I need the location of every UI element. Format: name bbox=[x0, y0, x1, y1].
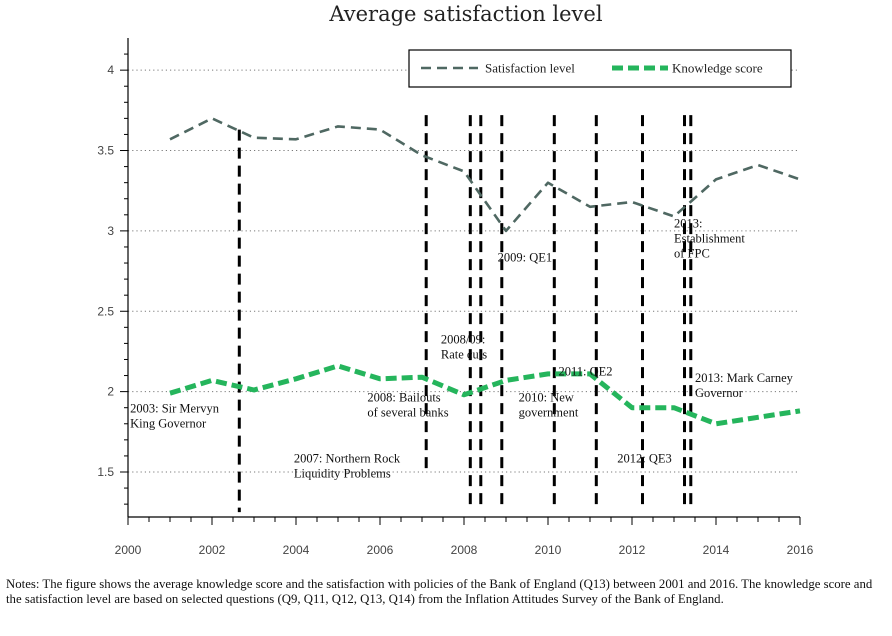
annotation-line: government bbox=[519, 405, 579, 419]
annotation-9: 2013: Mark Carney Governor bbox=[695, 371, 794, 400]
y-tick-label: 4 bbox=[107, 63, 114, 77]
series-line-satisfaction bbox=[169, 117, 801, 233]
series-line-knowledge bbox=[169, 363, 801, 427]
annotation-8: 2013: Establishment of FPC bbox=[674, 217, 745, 261]
annotation-5: 2010: New government bbox=[519, 390, 579, 419]
legend-knowledge-label: Knowledge score bbox=[672, 61, 763, 76]
annotation-line: of FPC bbox=[674, 247, 710, 261]
annotation-line: 2009: QE1 bbox=[498, 250, 553, 264]
x-tick-label: 2006 bbox=[367, 543, 394, 557]
x-tick-label: 2008 bbox=[451, 543, 478, 557]
annotation-0: 2003: Sir Mervyn King Governor bbox=[130, 402, 220, 431]
x-tick-label: 2002 bbox=[199, 543, 226, 557]
y-tick-label: 2 bbox=[107, 385, 114, 399]
annotation-1: 2007: Northern Rock Liquidity Problems bbox=[294, 451, 401, 480]
annotation-line: 2008: Bailouts bbox=[367, 390, 440, 404]
event-lines bbox=[237, 115, 693, 513]
y-tick-label: 3.5 bbox=[97, 144, 114, 158]
figure-notes: Notes: The figure shows the average know… bbox=[6, 577, 873, 606]
annotation-line: King Governor bbox=[130, 417, 207, 431]
annotation-line: 2012: QE3 bbox=[617, 451, 672, 465]
annotation-6: 2011: QE2 bbox=[559, 365, 613, 379]
x-tick-label: 2004 bbox=[283, 543, 310, 557]
annotation-line: 2011: QE2 bbox=[559, 365, 613, 379]
axes: 1.5 2 2.5 3 3.5 4 2000 2002 2004 2006 2008 2010 2012… bbox=[97, 38, 814, 557]
annotation-line: Liquidity Problems bbox=[294, 466, 391, 480]
annotation-line: of several banks bbox=[367, 405, 448, 419]
annotation-line: 2007: Northern Rock bbox=[294, 451, 401, 465]
annotation-line: 2013: bbox=[674, 217, 702, 231]
annotation-line: Establishment bbox=[674, 232, 745, 246]
series-lines bbox=[169, 117, 801, 427]
annotation-7: 2012: QE3 bbox=[617, 451, 672, 465]
y-tick-label: 3 bbox=[107, 224, 114, 238]
annotation-line: 2003: Sir Mervyn bbox=[130, 402, 220, 416]
annotation-line: 2013: Mark Carney bbox=[695, 371, 794, 385]
x-tick-label: 2016 bbox=[787, 543, 814, 557]
annotation-line: Rate cuts bbox=[441, 347, 487, 361]
chart-title: Average satisfaction level bbox=[328, 2, 602, 26]
line-chart: Average satisfaction level 1.5 2 2.5 3 3.5 4 2… bbox=[97, 2, 814, 557]
annotation-line: Governor bbox=[695, 386, 744, 400]
y-tick-label: 2.5 bbox=[97, 304, 114, 318]
annotation-line: 2010: New bbox=[519, 390, 574, 404]
x-tick-label: 2014 bbox=[703, 543, 730, 557]
annotation-2: 2008: Bailouts of several banks bbox=[367, 390, 448, 419]
x-tick-label: 2000 bbox=[115, 543, 142, 557]
x-tick-label: 2010 bbox=[535, 543, 562, 557]
annotation-3: 2008/09: Rate cuts bbox=[441, 332, 487, 361]
legend-satisfaction-label: Satisfaction level bbox=[485, 61, 575, 76]
legend: Satisfaction level Knowledge score bbox=[408, 49, 792, 88]
annotation-4: 2009: QE1 bbox=[498, 250, 553, 264]
gridlines bbox=[128, 69, 800, 473]
x-tick-label: 2012 bbox=[619, 543, 646, 557]
y-tick-label: 1.5 bbox=[97, 465, 114, 479]
annotation-line: 2008/09: bbox=[441, 332, 485, 346]
annotations: 2003: Sir Mervyn King Governor 2007: North… bbox=[130, 217, 794, 481]
